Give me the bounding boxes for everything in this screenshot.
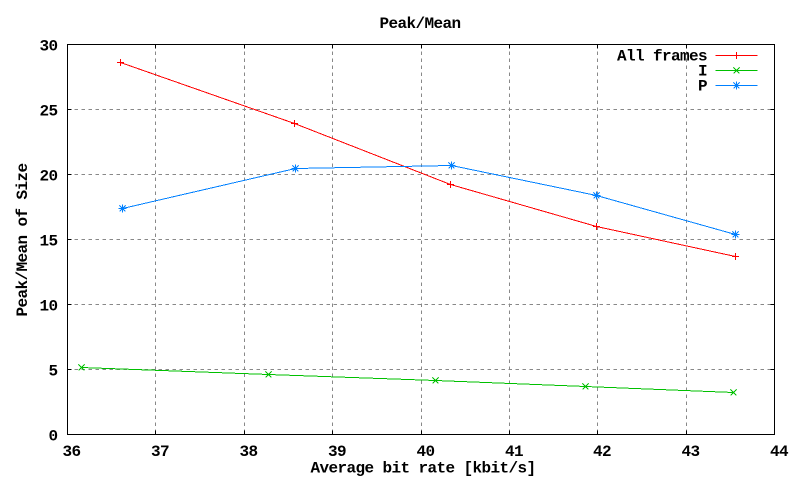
svg-text:43: 43	[681, 443, 699, 461]
svg-text:20: 20	[39, 168, 57, 186]
svg-text:44: 44	[770, 443, 789, 461]
svg-text:15: 15	[39, 233, 57, 251]
svg-text:37: 37	[151, 443, 169, 461]
svg-text:42: 42	[593, 443, 611, 461]
svg-text:5: 5	[48, 363, 57, 381]
svg-text:39: 39	[328, 443, 346, 461]
svg-text:10: 10	[39, 298, 57, 316]
svg-text:All frames: All frames	[617, 48, 707, 66]
svg-text:Peak/Mean of Size: Peak/Mean of Size	[14, 163, 32, 316]
svg-text:Peak/Mean: Peak/Mean	[379, 15, 460, 33]
svg-text:25: 25	[39, 103, 57, 121]
svg-text:P: P	[698, 78, 707, 96]
svg-text:40: 40	[416, 443, 434, 461]
svg-text:30: 30	[39, 38, 57, 56]
svg-text:38: 38	[239, 443, 257, 461]
svg-text:Average bit rate [kbit/s]: Average bit rate [kbit/s]	[310, 460, 535, 478]
svg-text:I: I	[698, 63, 707, 81]
svg-text:0: 0	[48, 428, 57, 446]
svg-text:36: 36	[62, 443, 80, 461]
svg-text:41: 41	[505, 443, 523, 461]
